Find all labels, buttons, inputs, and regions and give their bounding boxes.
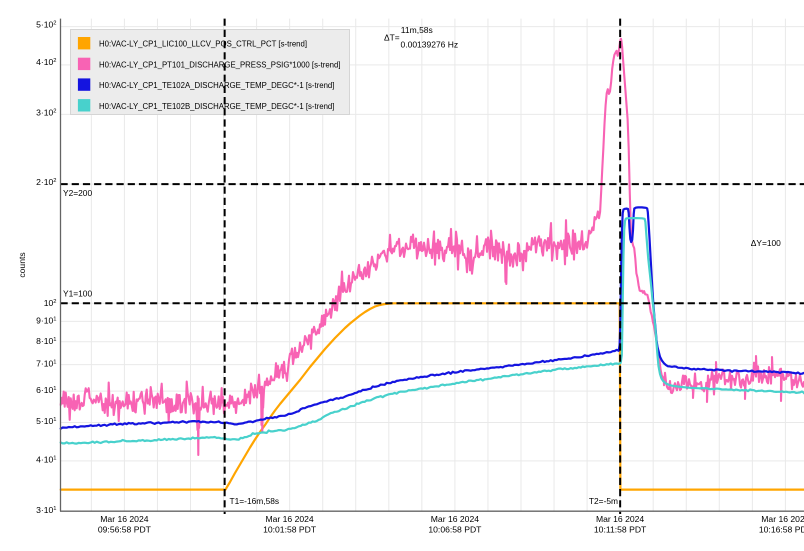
svg-text:Mar 16 2024: Mar 16 2024 <box>265 514 313 524</box>
svg-text:counts: counts <box>17 252 27 277</box>
svg-text:ΔY=100: ΔY=100 <box>751 238 781 248</box>
svg-text:H0:VAC-LY_CP1_PT101_DISCHARGE_: H0:VAC-LY_CP1_PT101_DISCHARGE_PRESS_PSIG… <box>99 60 341 69</box>
svg-text:4·101: 4·101 <box>36 455 56 465</box>
svg-text:Mar 16 2024: Mar 16 2024 <box>431 514 479 524</box>
svg-text:3·102: 3·102 <box>36 108 56 118</box>
svg-text:Mar 16 2024: Mar 16 2024 <box>100 514 148 524</box>
svg-text:T2=-5m: T2=-5m <box>589 496 618 506</box>
svg-text:0.00139276 Hz: 0.00139276 Hz <box>401 39 459 49</box>
svg-text:5·101: 5·101 <box>36 416 56 426</box>
svg-text:102: 102 <box>44 298 57 308</box>
svg-text:Mar 16 2024: Mar 16 2024 <box>761 514 804 524</box>
svg-text:H0:VAC-LY_CP1_TE102A_DISCHARGE: H0:VAC-LY_CP1_TE102A_DISCHARGE_TEMP_DEGC… <box>99 81 334 90</box>
svg-text:09:56:58 PDT: 09:56:58 PDT <box>98 525 152 535</box>
svg-text:Y1=100: Y1=100 <box>63 289 92 299</box>
svg-text:9·101: 9·101 <box>36 316 56 326</box>
svg-text:6·101: 6·101 <box>36 385 56 395</box>
svg-text:10:06:58 PDT: 10:06:58 PDT <box>428 525 482 535</box>
svg-text:11m,58s: 11m,58s <box>401 25 433 35</box>
svg-text:4·102: 4·102 <box>36 57 56 67</box>
svg-text:Mar 16 2024: Mar 16 2024 <box>596 514 644 524</box>
svg-text:7·101: 7·101 <box>36 358 56 368</box>
svg-text:T1=-16m,58s: T1=-16m,58s <box>230 496 280 506</box>
svg-text:3·101: 3·101 <box>36 505 56 515</box>
svg-text:2·102: 2·102 <box>36 177 56 187</box>
svg-text:ΔT=: ΔT= <box>384 33 400 43</box>
svg-text:10:01:58 PDT: 10:01:58 PDT <box>263 525 317 535</box>
svg-text:10:11:58 PDT: 10:11:58 PDT <box>594 525 647 535</box>
svg-text:10:16:58 PDT: 10:16:58 PDT <box>759 525 804 535</box>
svg-text:H0:VAC-LY_CP1_TE102B_DISCHARGE: H0:VAC-LY_CP1_TE102B_DISCHARGE_TEMP_DEGC… <box>99 102 334 111</box>
svg-text:5·102: 5·102 <box>36 19 56 29</box>
svg-text:H0:VAC-LY_CP1_LIC100_LLCV_POS_: H0:VAC-LY_CP1_LIC100_LLCV_POS_CTRL_PCT [… <box>99 40 307 49</box>
svg-text:Y2=200: Y2=200 <box>63 188 92 198</box>
svg-text:8·101: 8·101 <box>36 336 56 346</box>
